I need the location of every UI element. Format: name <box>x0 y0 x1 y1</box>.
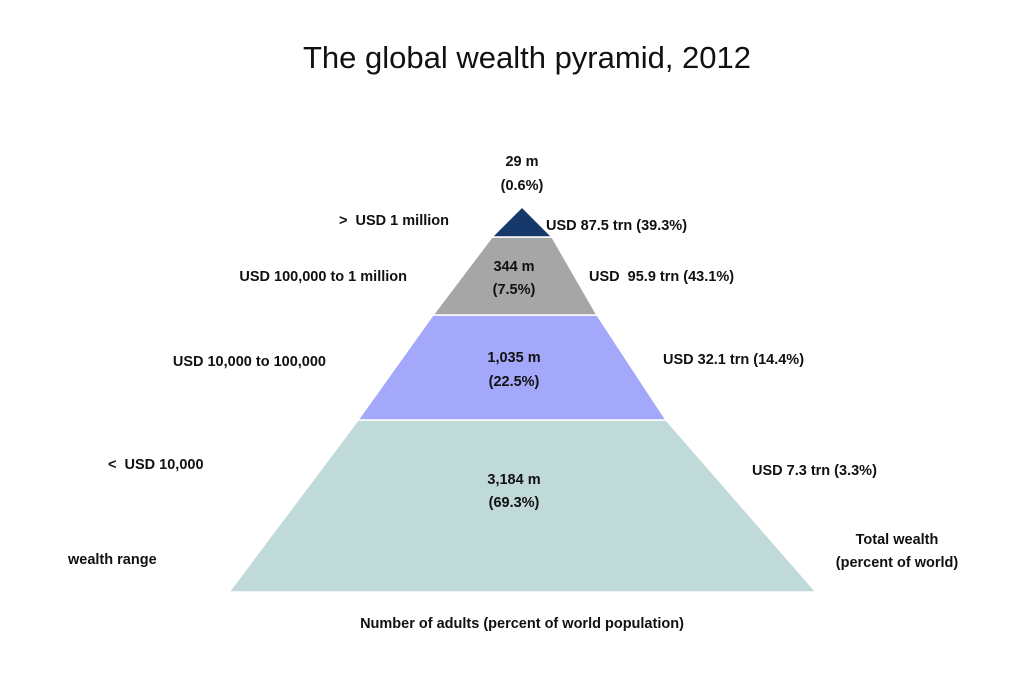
wealth-total: USD 87.5 trn (39.3%) <box>546 218 687 234</box>
wealth-total: USD 95.9 trn (43.1%) <box>589 269 734 285</box>
title: The global wealth pyramid, 2012 <box>303 40 751 75</box>
wealth-range: USD 10,000 to 100,000 <box>173 354 326 370</box>
wealth-range: > USD 1 million <box>339 213 449 229</box>
adults: 344 m <box>493 259 534 275</box>
adults-axis-label: Number of adults (percent of world popul… <box>360 616 684 632</box>
adults-share: (22.5%) <box>489 374 540 390</box>
wealth-range: USD 100,000 to 1 million <box>239 269 407 285</box>
tier-second <box>431 236 599 316</box>
wealth-range-label: wealth range <box>67 552 157 568</box>
adults: 29 m <box>505 154 538 170</box>
adults: 1,035 m <box>487 350 540 366</box>
adults-share: (69.3%) <box>489 495 540 511</box>
total-wealth-unit: (percent of world) <box>836 555 959 571</box>
adults-share: (0.6%) <box>501 178 544 194</box>
adults: 3,184 m <box>487 472 540 488</box>
wealth-total: USD 7.3 trn (3.3%) <box>752 463 877 479</box>
wealth-total: USD 32.1 trn (14.4%) <box>663 352 804 368</box>
tier-third <box>356 314 668 421</box>
total-wealth-label: Total wealth <box>856 532 939 548</box>
wealth-range: < USD 10,000 <box>108 457 204 473</box>
adults-share: (7.5%) <box>493 282 536 298</box>
tier-top <box>490 205 554 238</box>
